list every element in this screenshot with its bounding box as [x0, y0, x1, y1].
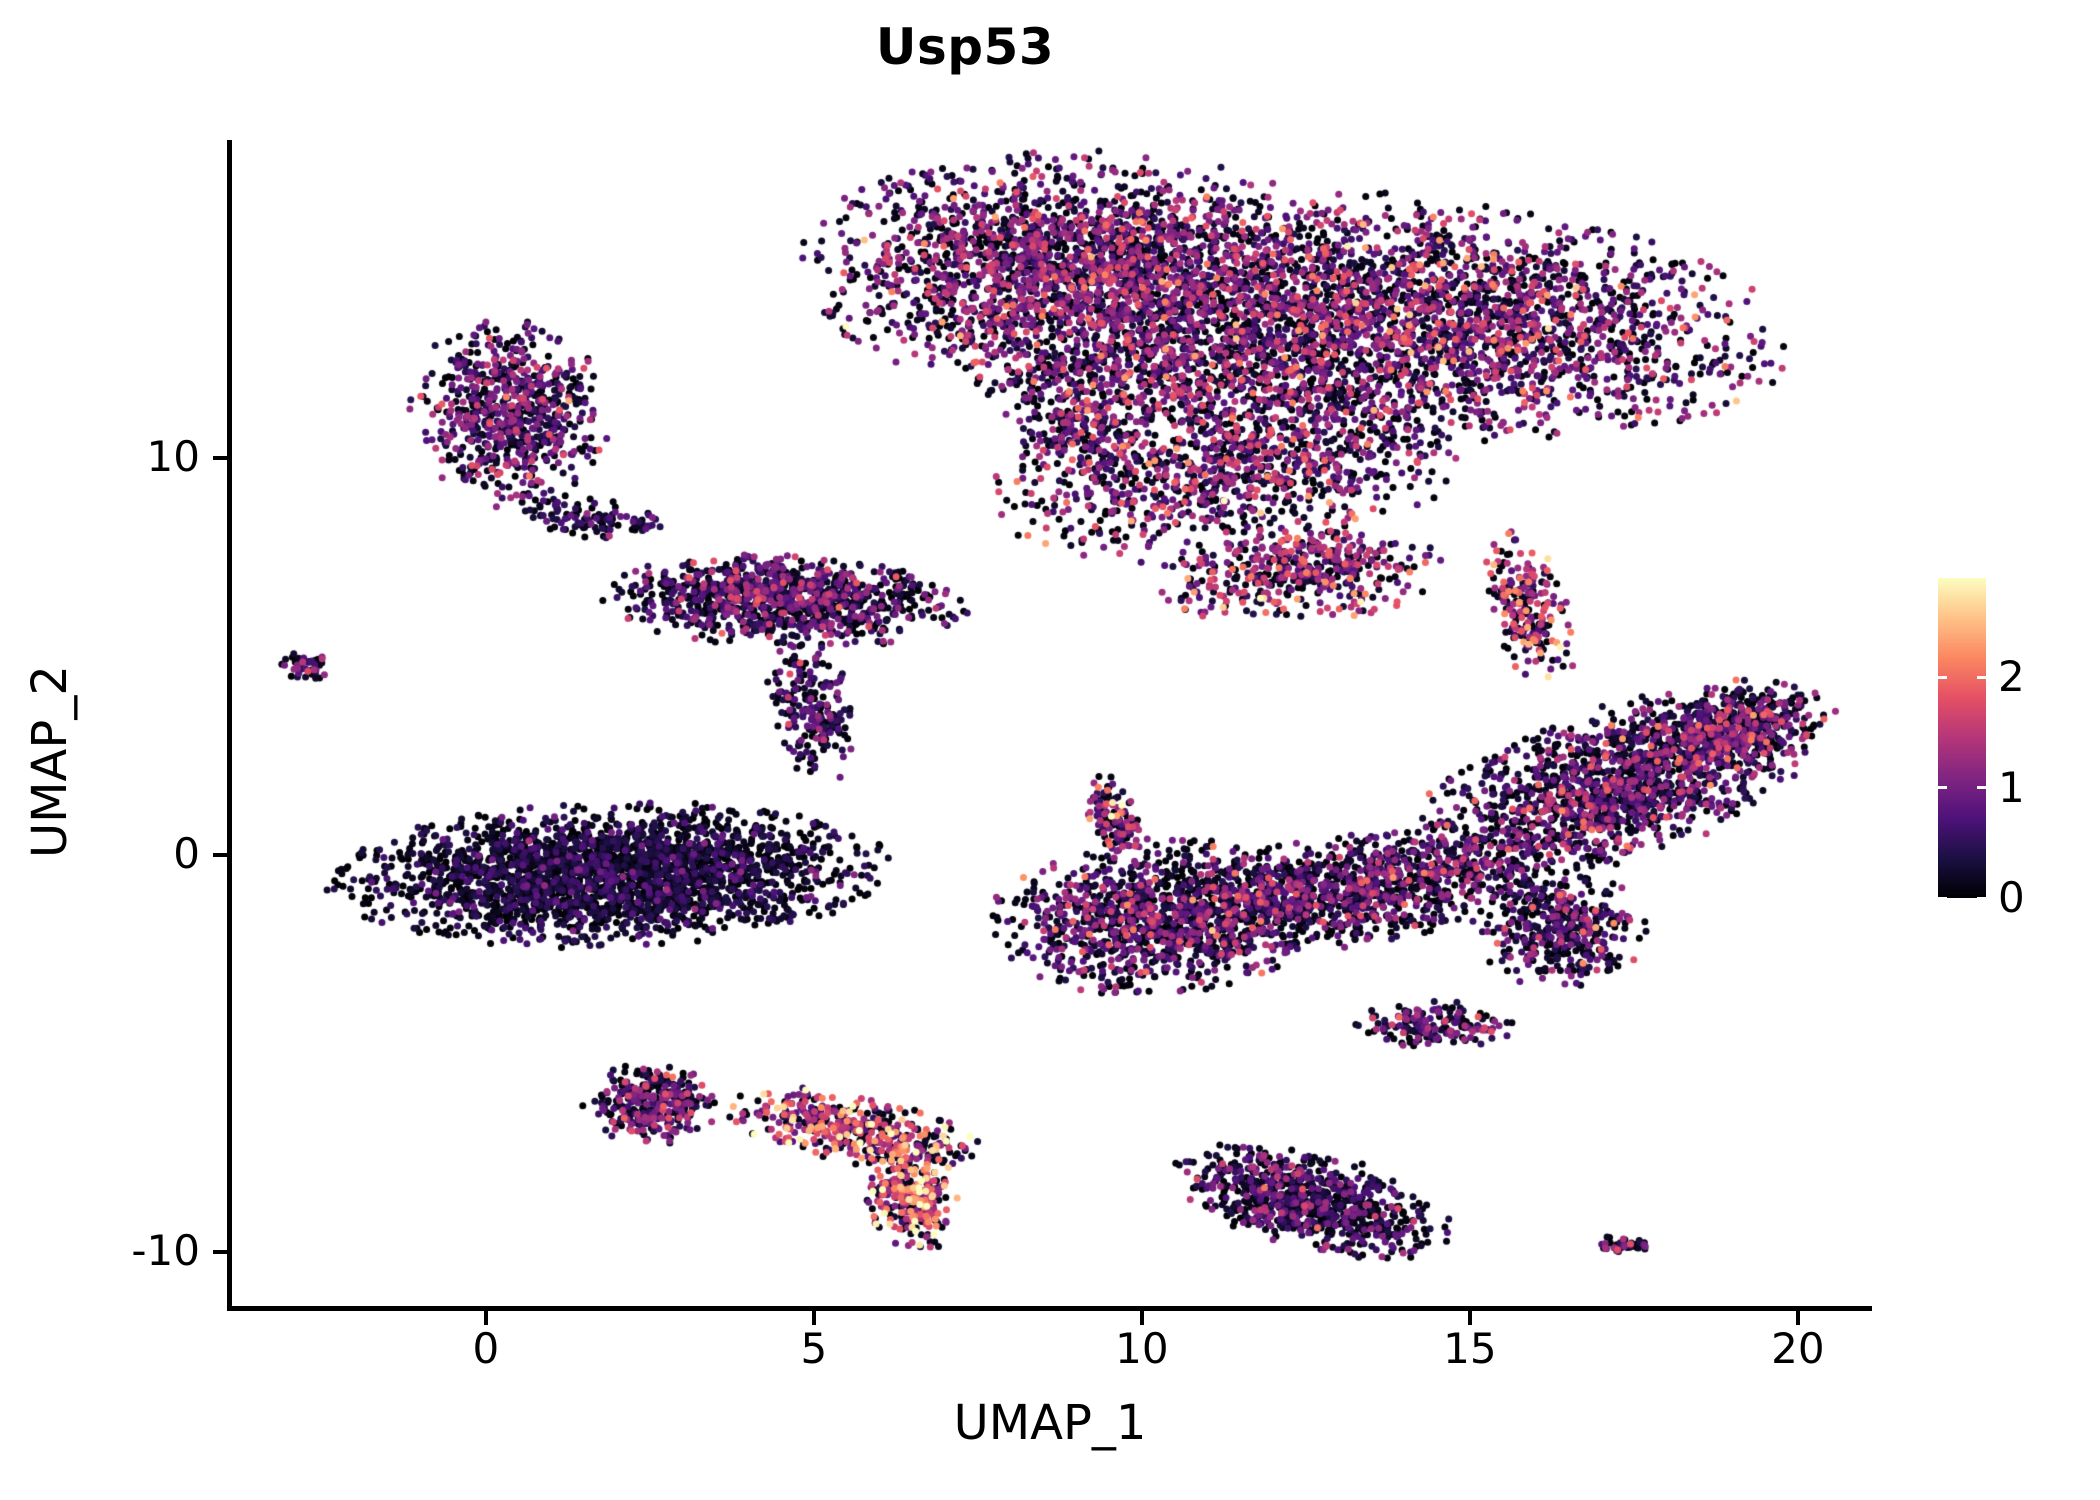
x-tick-label: 5 [800, 1324, 828, 1373]
scatter-canvas [230, 140, 1870, 1308]
x-axis-label: UMAP_1 [953, 1395, 1147, 1451]
plot-area [230, 140, 1870, 1308]
colorbar-tick-mark [1938, 675, 1947, 679]
colorbar-tick-label: 0 [1998, 873, 2025, 922]
x-tick-mark [811, 1311, 816, 1325]
colorbar [1938, 578, 1986, 900]
x-tick-mark [1795, 1311, 1800, 1325]
y-tick-mark [213, 1250, 227, 1255]
colorbar-tick-label: 2 [1998, 652, 2025, 702]
colorbar-tick-mark [1938, 786, 1947, 790]
x-tick-label: 10 [1115, 1324, 1169, 1373]
x-tick-label: 20 [1771, 1324, 1825, 1373]
y-axis-spine [227, 140, 232, 1311]
y-tick-label: 0 [173, 829, 200, 879]
colorbar-tick-label: 1 [1998, 762, 2025, 812]
x-tick-label: 0 [472, 1324, 500, 1373]
x-tick-mark [1467, 1311, 1472, 1325]
x-axis-spine [227, 1306, 1872, 1311]
colorbar-tick-mark [1977, 675, 1986, 679]
y-tick-label: -10 [131, 1226, 200, 1276]
x-tick-label: 15 [1443, 1324, 1497, 1373]
x-tick-mark [483, 1311, 488, 1325]
y-tick-mark [213, 455, 227, 460]
colorbar-tick-mark [1938, 896, 1947, 900]
page-title: Usp53 [875, 18, 1055, 76]
colorbar-tick-mark [1977, 786, 1986, 790]
colorbar-gradient [1938, 578, 1986, 898]
colorbar-tick-mark [1977, 896, 1986, 900]
x-tick-mark [1139, 1311, 1144, 1325]
y-tick-label: 10 [146, 431, 200, 481]
y-tick-mark [213, 853, 227, 858]
y-axis-label: UMAP_2 [22, 665, 78, 858]
